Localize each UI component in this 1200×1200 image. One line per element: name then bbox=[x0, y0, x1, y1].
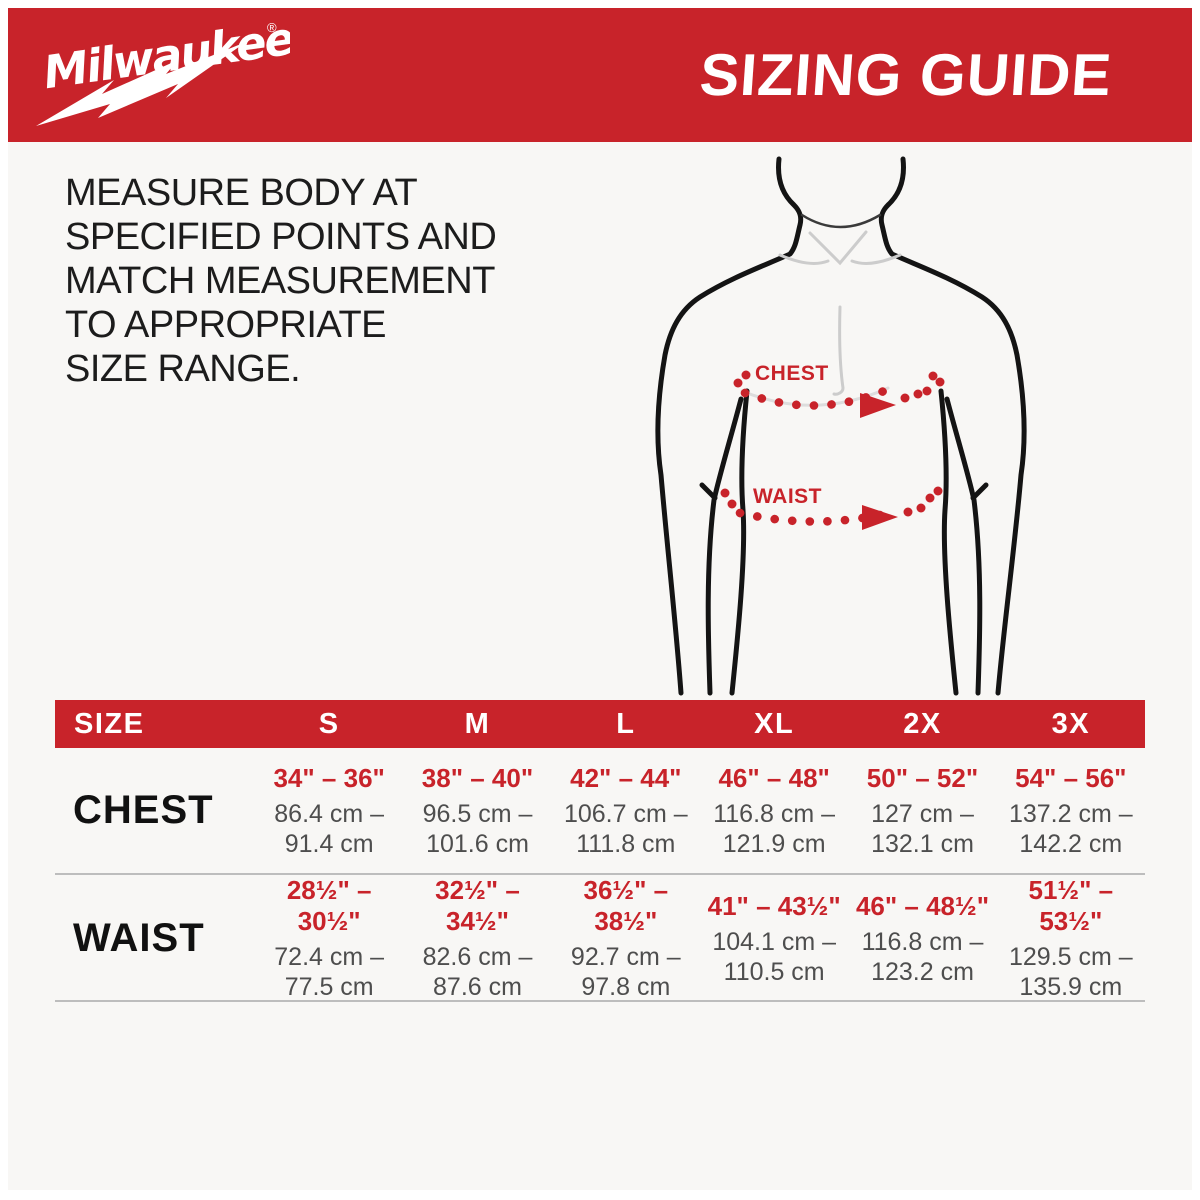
elbow-notch-right bbox=[970, 482, 989, 501]
chin-line bbox=[800, 213, 882, 229]
cell-waist-l: 36½" – 38½" 92.7 cm – 97.8 cm bbox=[552, 875, 700, 1002]
milwaukee-logo: Milwaukee ® bbox=[36, 14, 290, 126]
column-header-s: S bbox=[318, 707, 340, 740]
waist-measure-label: WAIST bbox=[753, 485, 822, 508]
chest-2x-cm: 127 cm – 132.1 cm bbox=[871, 799, 974, 858]
size-table-header: SIZE S M L XL 2X 3X bbox=[55, 700, 1145, 748]
intro-line: TO APPROPRIATE bbox=[65, 304, 387, 346]
waist-l-cm: 92.7 cm – 97.8 cm bbox=[570, 943, 681, 1001]
cell-waist-2x: 46" – 48½" 116.8 cm – 123.2 cm bbox=[848, 891, 996, 987]
clavicle-left bbox=[778, 253, 830, 265]
chest-m-cm: 96.5 cm – 101.6 cm bbox=[422, 799, 533, 858]
header-bar: Milwaukee ® SIZING GUIDE bbox=[8, 8, 1192, 142]
column-header-l: L bbox=[616, 707, 636, 740]
intro-line: SIZE RANGE. bbox=[65, 348, 301, 390]
waist-xl-cm: 104.1 cm – 110.5 cm bbox=[712, 927, 836, 986]
clavicle-right bbox=[850, 253, 902, 265]
cell-chest-3x: 54" – 56" 137.2 cm – 142.2 cm bbox=[997, 763, 1145, 859]
cell-waist-s: 28½" – 30½" 72.4 cm – 77.5 cm bbox=[255, 875, 403, 1002]
elbow-notch-left bbox=[699, 482, 718, 501]
waist-2x-cm: 116.8 cm – 123.2 cm bbox=[861, 927, 984, 986]
chest-l-cm: 106.7 cm – 111.8 cm bbox=[563, 799, 688, 858]
waist-l-inches: 36½" – 38½" bbox=[583, 875, 669, 936]
torso-outline-right bbox=[878, 156, 1027, 696]
cell-chest-xl: 46" – 48" 116.8 cm – 121.9 cm bbox=[700, 763, 848, 859]
cell-chest-2x: 50" – 52" 127 cm – 132.1 cm bbox=[848, 763, 996, 859]
chest-l-inches: 42" – 44" bbox=[570, 762, 682, 793]
intro-line: SPECIFIED POINTS AND bbox=[65, 216, 497, 258]
chest-xl-inches: 46" – 48" bbox=[718, 762, 830, 793]
cell-waist-m: 32½" – 34½" 82.6 cm – 87.6 cm bbox=[403, 875, 551, 1002]
page-title: SIZING GUIDE bbox=[697, 42, 1115, 108]
chest-xl-cm: 116.8 cm – 121.9 cm bbox=[713, 799, 836, 858]
chest-s-cm: 86.4 cm – 91.4 cm bbox=[274, 799, 385, 858]
chest-dot bbox=[900, 393, 910, 403]
cell-waist-3x: 51½" – 53½" 129.5 cm – 135.9 cm bbox=[997, 875, 1145, 1002]
content-area: Milwaukee ® SIZING GUIDE MEASURE BODY AT… bbox=[8, 8, 1192, 1190]
cell-chest-l: 42" – 44" 106.7 cm – 111.8 cm bbox=[552, 763, 700, 859]
intro-text: MEASURE BODY AT SPECIFIED POINTS AND MAT… bbox=[65, 171, 535, 391]
waist-dot bbox=[727, 499, 737, 509]
chest-dot bbox=[922, 386, 932, 396]
row-label-waist: WAIST bbox=[73, 916, 205, 960]
column-header-3x: 3X bbox=[1051, 707, 1091, 740]
column-header-m: M bbox=[464, 707, 491, 740]
waist-dot bbox=[903, 507, 913, 517]
waist-3x-inches: 51½" – 53½" bbox=[1028, 875, 1114, 936]
waist-dot bbox=[916, 503, 926, 513]
waist-dotted-line bbox=[735, 508, 885, 526]
column-header-xl: XL bbox=[754, 707, 795, 740]
table-row-waist: WAIST 28½" – 30½" 72.4 cm – 77.5 cm 32½"… bbox=[55, 875, 1145, 1002]
registered-mark: ® bbox=[267, 20, 277, 35]
cell-chest-s: 34" – 36" 86.4 cm – 91.4 cm bbox=[255, 763, 403, 859]
chest-arrow-icon bbox=[860, 393, 896, 418]
chest-2x-inches: 50" – 52" bbox=[866, 762, 979, 793]
torso-outline-left bbox=[655, 156, 804, 696]
table-row-chest: CHEST 34" – 36" 86.4 cm – 91.4 cm 38" – … bbox=[55, 748, 1145, 875]
torso-side-right bbox=[938, 388, 959, 696]
chest-m-inches: 38" – 40" bbox=[421, 762, 534, 793]
chest-dot bbox=[733, 378, 743, 388]
waist-m-inches: 32½" – 34½" bbox=[435, 875, 520, 936]
size-table: SIZE S M L XL 2X 3X CHEST 34" – 36" 86.4… bbox=[55, 700, 1145, 1002]
chest-measure-label: CHEST bbox=[755, 362, 829, 385]
inner-arm-left bbox=[705, 396, 744, 696]
waist-s-cm: 72.4 cm – 77.5 cm bbox=[274, 943, 385, 1001]
intro-line: MEASURE BODY AT bbox=[65, 172, 418, 214]
neckline-v bbox=[808, 230, 868, 266]
waist-dot bbox=[933, 486, 943, 496]
torso-side-left bbox=[729, 388, 750, 696]
chest-dot bbox=[741, 370, 751, 380]
chest-3x-inches: 54" – 56" bbox=[1015, 762, 1127, 793]
cell-chest-m: 38" – 40" 96.5 cm – 101.6 cm bbox=[403, 763, 551, 859]
lightning-bolt-icon bbox=[36, 42, 246, 126]
row-label-chest: CHEST bbox=[73, 788, 214, 832]
column-header-2x: 2X bbox=[903, 707, 942, 740]
waist-arrow-icon bbox=[862, 505, 898, 530]
chest-dot bbox=[913, 389, 923, 399]
waist-dot bbox=[925, 493, 935, 503]
chest-dot bbox=[928, 371, 938, 381]
waist-3x-cm: 129.5 cm – 135.9 cm bbox=[1008, 943, 1133, 1001]
waist-m-cm: 82.6 cm – 87.6 cm bbox=[422, 943, 533, 1001]
cell-waist-xl: 41" – 43½" 104.1 cm – 110.5 cm bbox=[700, 891, 848, 987]
chest-dot bbox=[935, 377, 945, 387]
waist-dot bbox=[720, 488, 730, 498]
waist-s-inches: 28½" – 30½" bbox=[286, 875, 372, 936]
sternum-line bbox=[832, 305, 845, 396]
waist-xl-inches: 41" – 43½" bbox=[707, 890, 841, 921]
waist-2x-inches: 46" – 48½" bbox=[855, 890, 990, 921]
chest-3x-cm: 137.2 cm – 142.2 cm bbox=[1008, 799, 1133, 858]
column-header-size: SIZE bbox=[74, 707, 145, 740]
chest-s-inches: 34" – 36" bbox=[273, 762, 385, 793]
intro-line: MATCH MEASUREMENT bbox=[65, 260, 495, 302]
inner-arm-right bbox=[944, 396, 983, 696]
body-diagram: CHEST WAIST bbox=[655, 156, 1027, 696]
